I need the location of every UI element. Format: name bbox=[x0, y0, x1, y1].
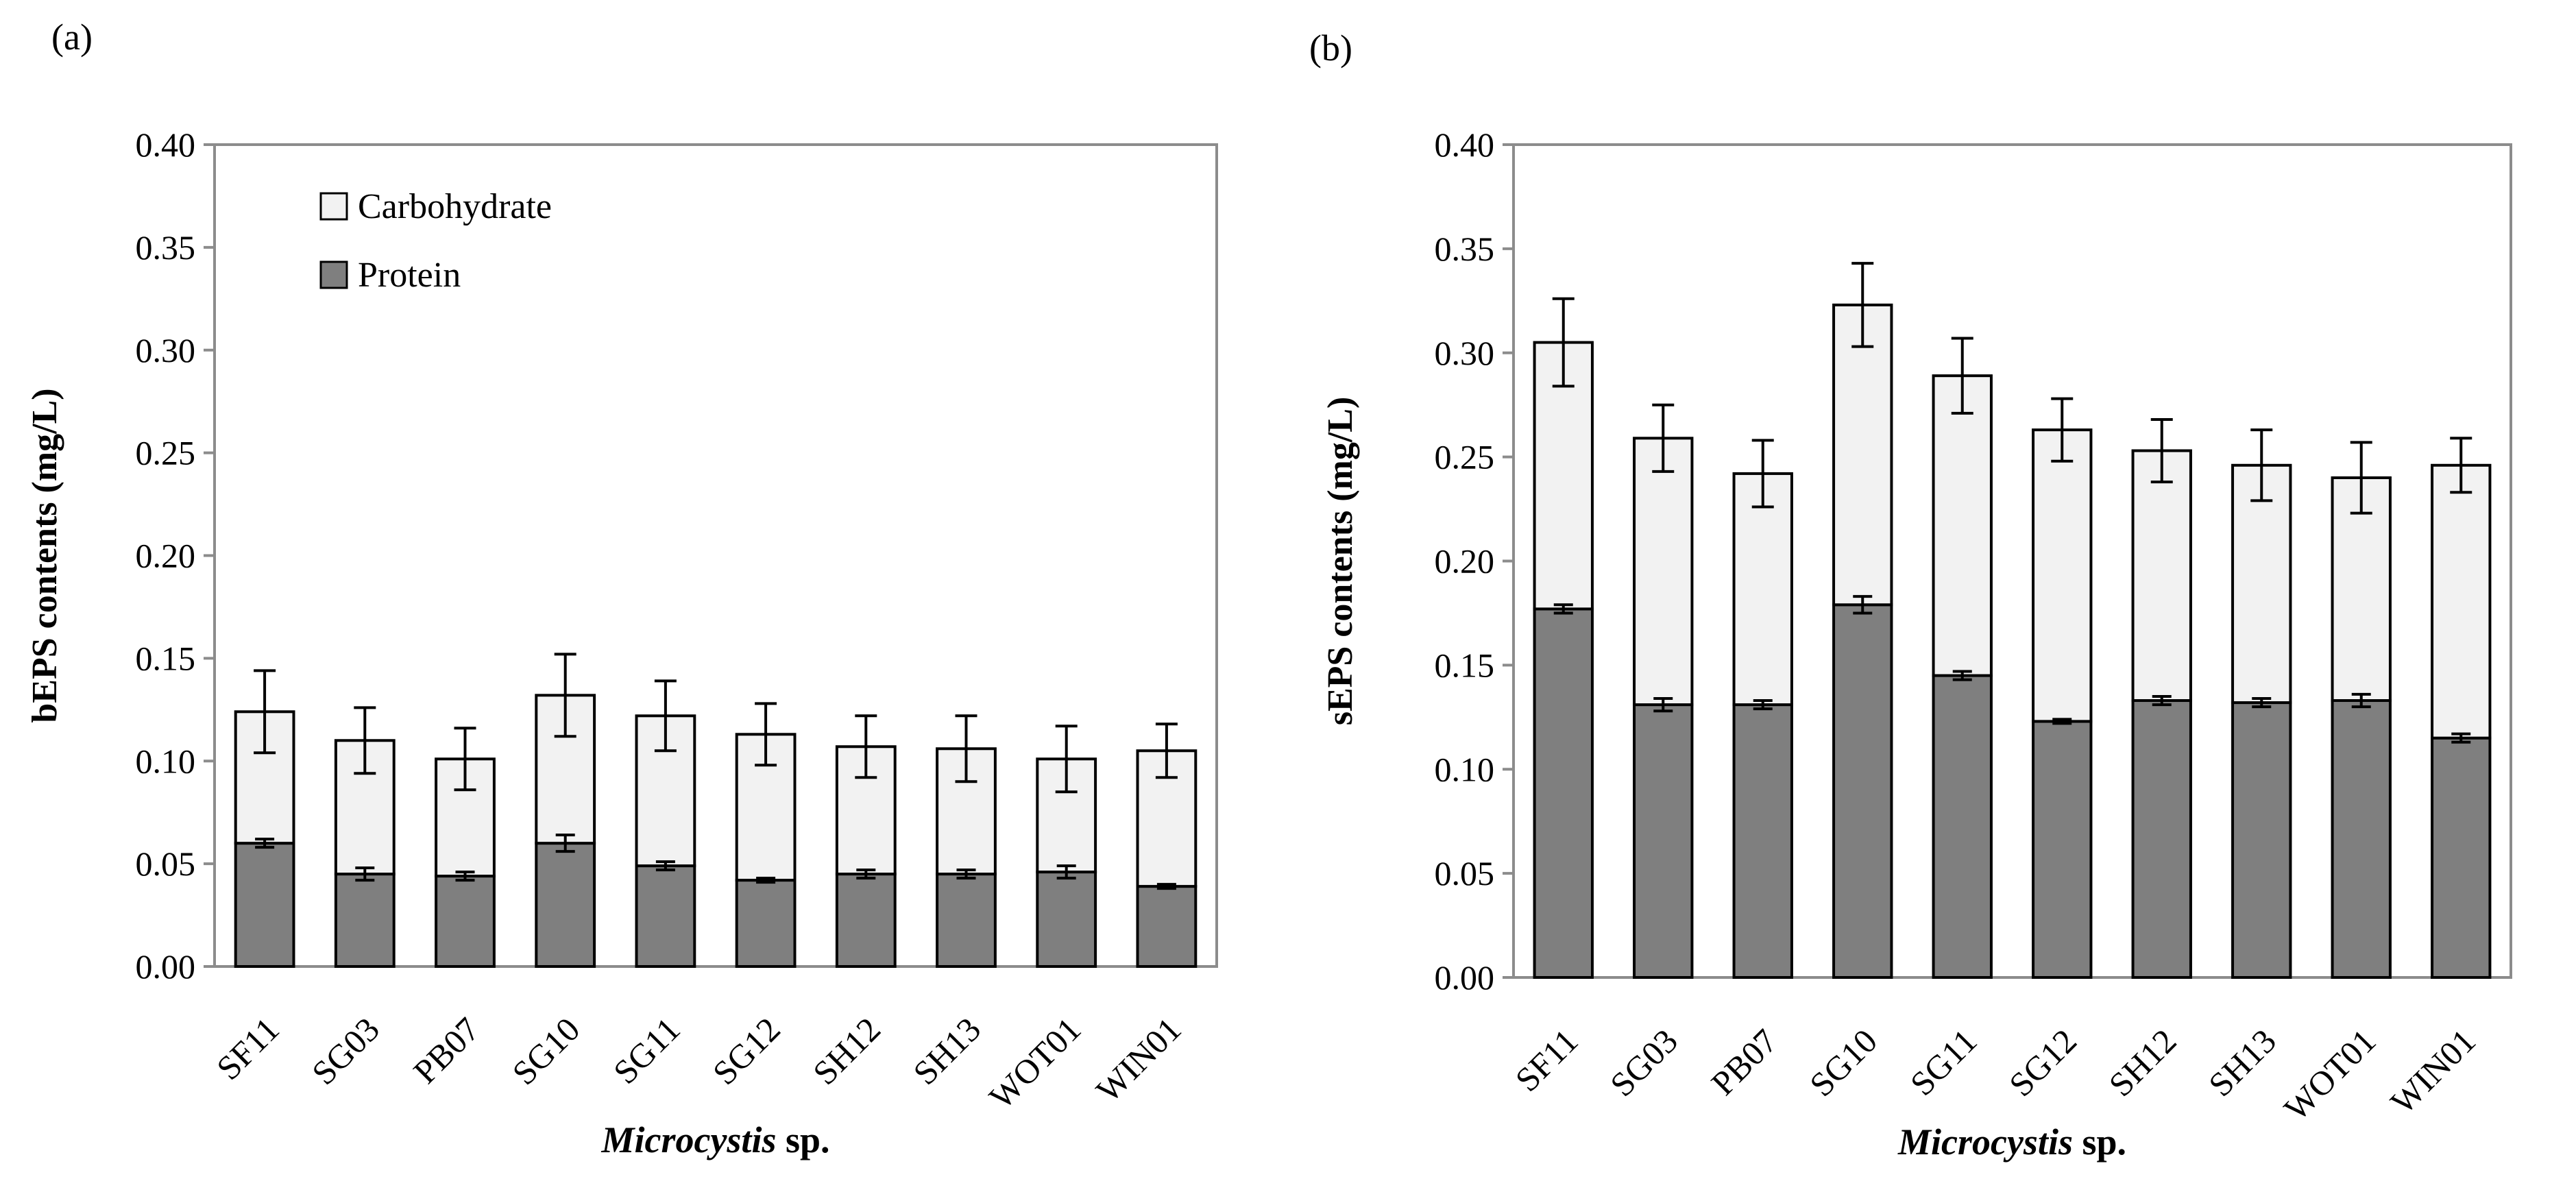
bar-protein bbox=[535, 842, 596, 969]
legend-label-carbohydrate: Carbohydrate bbox=[358, 187, 552, 226]
y-axis-title: sEPS contents (mg/L) bbox=[1321, 397, 1360, 726]
bar-protein bbox=[2431, 736, 2492, 979]
bar-protein bbox=[435, 875, 496, 968]
legend-label-protein: Protein bbox=[358, 256, 461, 295]
bar-protein bbox=[334, 873, 396, 969]
x-axis-title-italic: Microcystis bbox=[1897, 1121, 2073, 1163]
x-axis-title: Microcystis sp. bbox=[1897, 1121, 2126, 1163]
y-tick-label: 0.40 bbox=[136, 125, 196, 164]
y-tick-label: 0.10 bbox=[136, 742, 196, 780]
bar-carbohydrate bbox=[2131, 449, 2192, 703]
y-tick-label: 0.30 bbox=[1435, 334, 1495, 372]
y-tick-label: 0.25 bbox=[1435, 438, 1495, 476]
bar-protein bbox=[1832, 603, 1893, 979]
bar-protein bbox=[2032, 720, 2093, 979]
y-tick-label: 0.35 bbox=[1435, 230, 1495, 268]
panel-b-chart: (b) 0.00 0.05 0.10 0.15 0.20 0.25 0.30 0.35 0.40 s… bbox=[1309, 27, 2512, 1163]
y-tick-label: 0.35 bbox=[136, 228, 196, 267]
y-tick-label: 0.30 bbox=[136, 331, 196, 369]
y-tick-label: 0.15 bbox=[1435, 646, 1495, 684]
x-axis-title-rest: sp. bbox=[776, 1119, 829, 1160]
y-tick-label: 0.10 bbox=[1435, 750, 1495, 788]
x-axis-title-rest: sp. bbox=[2073, 1121, 2126, 1163]
bar-protein bbox=[2231, 701, 2292, 980]
legend-swatch-protein bbox=[319, 260, 348, 289]
x-axis-title: Microcystis sp. bbox=[600, 1119, 829, 1160]
panel-label: (a) bbox=[51, 16, 93, 58]
y-tick-label: 0.20 bbox=[136, 537, 196, 575]
y-tick-label: 0.20 bbox=[1435, 542, 1495, 581]
bar-protein bbox=[1732, 703, 1793, 980]
y-tick-label: 0.00 bbox=[136, 947, 196, 986]
x-axis-title-italic: Microcystis bbox=[600, 1119, 776, 1160]
y-tick-label: 0.25 bbox=[136, 434, 196, 472]
bar-protein bbox=[1533, 607, 1594, 979]
bar-protein bbox=[835, 873, 897, 969]
bar-protein bbox=[234, 842, 295, 969]
legend-swatch-carbohydrate bbox=[319, 192, 348, 221]
bar-protein bbox=[1932, 674, 1993, 979]
bar-carbohydrate bbox=[1932, 374, 1993, 677]
panel-label: (b) bbox=[1309, 27, 1352, 69]
bar-carbohydrate bbox=[2032, 428, 2093, 723]
y-axis-title: bEPS contents (mg/L) bbox=[25, 388, 64, 722]
bar-carbohydrate bbox=[2431, 463, 2492, 740]
bar-protein bbox=[1136, 885, 1198, 969]
bar-protein bbox=[635, 864, 696, 969]
bar-protein bbox=[1633, 703, 1694, 980]
bar-protein bbox=[2131, 699, 2192, 979]
y-tick-label: 0.05 bbox=[1435, 854, 1495, 892]
bar-protein bbox=[936, 873, 997, 969]
bar-carbohydrate bbox=[1832, 303, 1893, 607]
y-tick-label: 0.15 bbox=[136, 639, 196, 677]
legend: Carbohydrate Protein bbox=[319, 187, 552, 295]
bar-carbohydrate bbox=[1633, 437, 1694, 707]
y-tick-label: 0.40 bbox=[1435, 125, 1495, 164]
bar-protein bbox=[735, 879, 797, 968]
bar-protein bbox=[2331, 699, 2392, 979]
y-tick-label: 0.05 bbox=[136, 844, 196, 883]
y-tick-label: 0.00 bbox=[1435, 958, 1495, 997]
bar-protein bbox=[1036, 871, 1097, 968]
